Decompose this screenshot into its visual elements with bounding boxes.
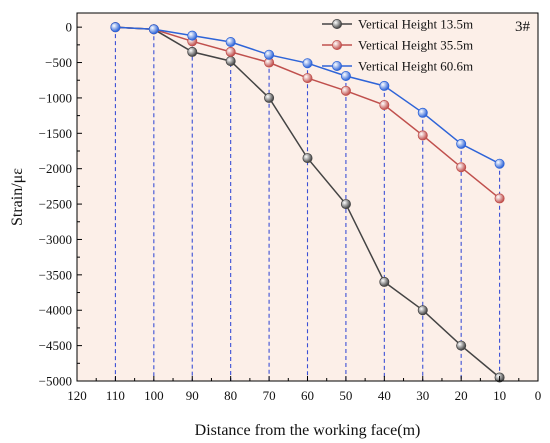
y-tick-label: −1000 [39, 90, 72, 105]
legend-label: Vertical Height 35.5m [358, 38, 473, 53]
x-tick-label: 100 [144, 388, 164, 403]
x-axis-title: Distance from the working face(m) [195, 422, 421, 439]
data-point [302, 58, 313, 69]
data-point [225, 37, 236, 48]
data-point [264, 49, 275, 60]
y-tick-label: −5000 [39, 374, 72, 389]
data-point [456, 162, 467, 173]
data-point [456, 340, 467, 351]
x-tick-label: 10 [493, 388, 506, 403]
data-point [225, 56, 236, 67]
y-tick-label: −4000 [39, 303, 72, 318]
y-tick-label: −2000 [39, 161, 72, 176]
data-point [187, 30, 198, 41]
data-point [187, 46, 198, 57]
x-tick-label: 110 [106, 388, 125, 403]
x-tick-label: 60 [301, 388, 314, 403]
data-point [379, 80, 390, 91]
legend-item: Vertical Height 13.5m [322, 17, 473, 32]
y-tick-label: −3500 [39, 267, 72, 282]
data-point [110, 22, 121, 33]
legend-swatch-marker [331, 18, 342, 29]
legend-swatch-marker [331, 61, 342, 72]
data-point [264, 92, 275, 103]
data-point [379, 100, 390, 111]
x-tick-label: 80 [224, 388, 237, 403]
data-point [148, 24, 159, 35]
data-point [302, 153, 313, 164]
x-tick-label: 120 [67, 388, 87, 403]
legend-item: Vertical Height 60.6m [322, 59, 473, 74]
legend-swatch-marker [331, 40, 342, 51]
data-point [494, 158, 505, 169]
legend: Vertical Height 13.5m Vertical Height 35.… [322, 17, 473, 74]
x-tick-label: 30 [416, 388, 429, 403]
x-tick-label: 90 [186, 388, 199, 403]
data-point [225, 46, 236, 57]
x-tick-label: 70 [263, 388, 276, 403]
y-tick-label: −3000 [39, 232, 72, 247]
panel-label: 3# [515, 19, 531, 35]
data-point [456, 138, 467, 149]
data-point [340, 70, 351, 81]
y-tick-label: −2500 [39, 197, 72, 212]
series-layer [110, 22, 505, 383]
data-point [417, 305, 428, 316]
data-point [379, 276, 390, 287]
y-axis: 0 −500 −1000 −1500 −2000 −2500 −3000 −3500 −4000… [39, 20, 82, 389]
x-axis: 120 110 100 90 80 70 60 50 40 30 20 10 0 [67, 376, 541, 403]
legend-label: Vertical Height 13.5m [358, 17, 473, 32]
legend-label: Vertical Height 60.6m [358, 59, 473, 74]
x-tick-label: 20 [455, 388, 468, 403]
x-tick-label: 40 [378, 388, 391, 403]
y-tick-label: −500 [45, 55, 72, 70]
data-point [340, 199, 351, 210]
y-tick-label: −4500 [39, 338, 72, 353]
x-tick-label: 50 [339, 388, 352, 403]
data-point [302, 73, 313, 84]
y-tick-label: 0 [66, 20, 73, 35]
data-point [417, 107, 428, 118]
data-point [417, 130, 428, 141]
y-axis-title: Strain/με [9, 168, 26, 226]
series-3 [110, 22, 505, 169]
data-point [340, 85, 351, 96]
x-tick-label: 0 [535, 388, 542, 403]
legend-item: Vertical Height 35.5m [322, 38, 473, 53]
data-point [494, 193, 505, 204]
y-tick-label: −1500 [39, 126, 72, 141]
